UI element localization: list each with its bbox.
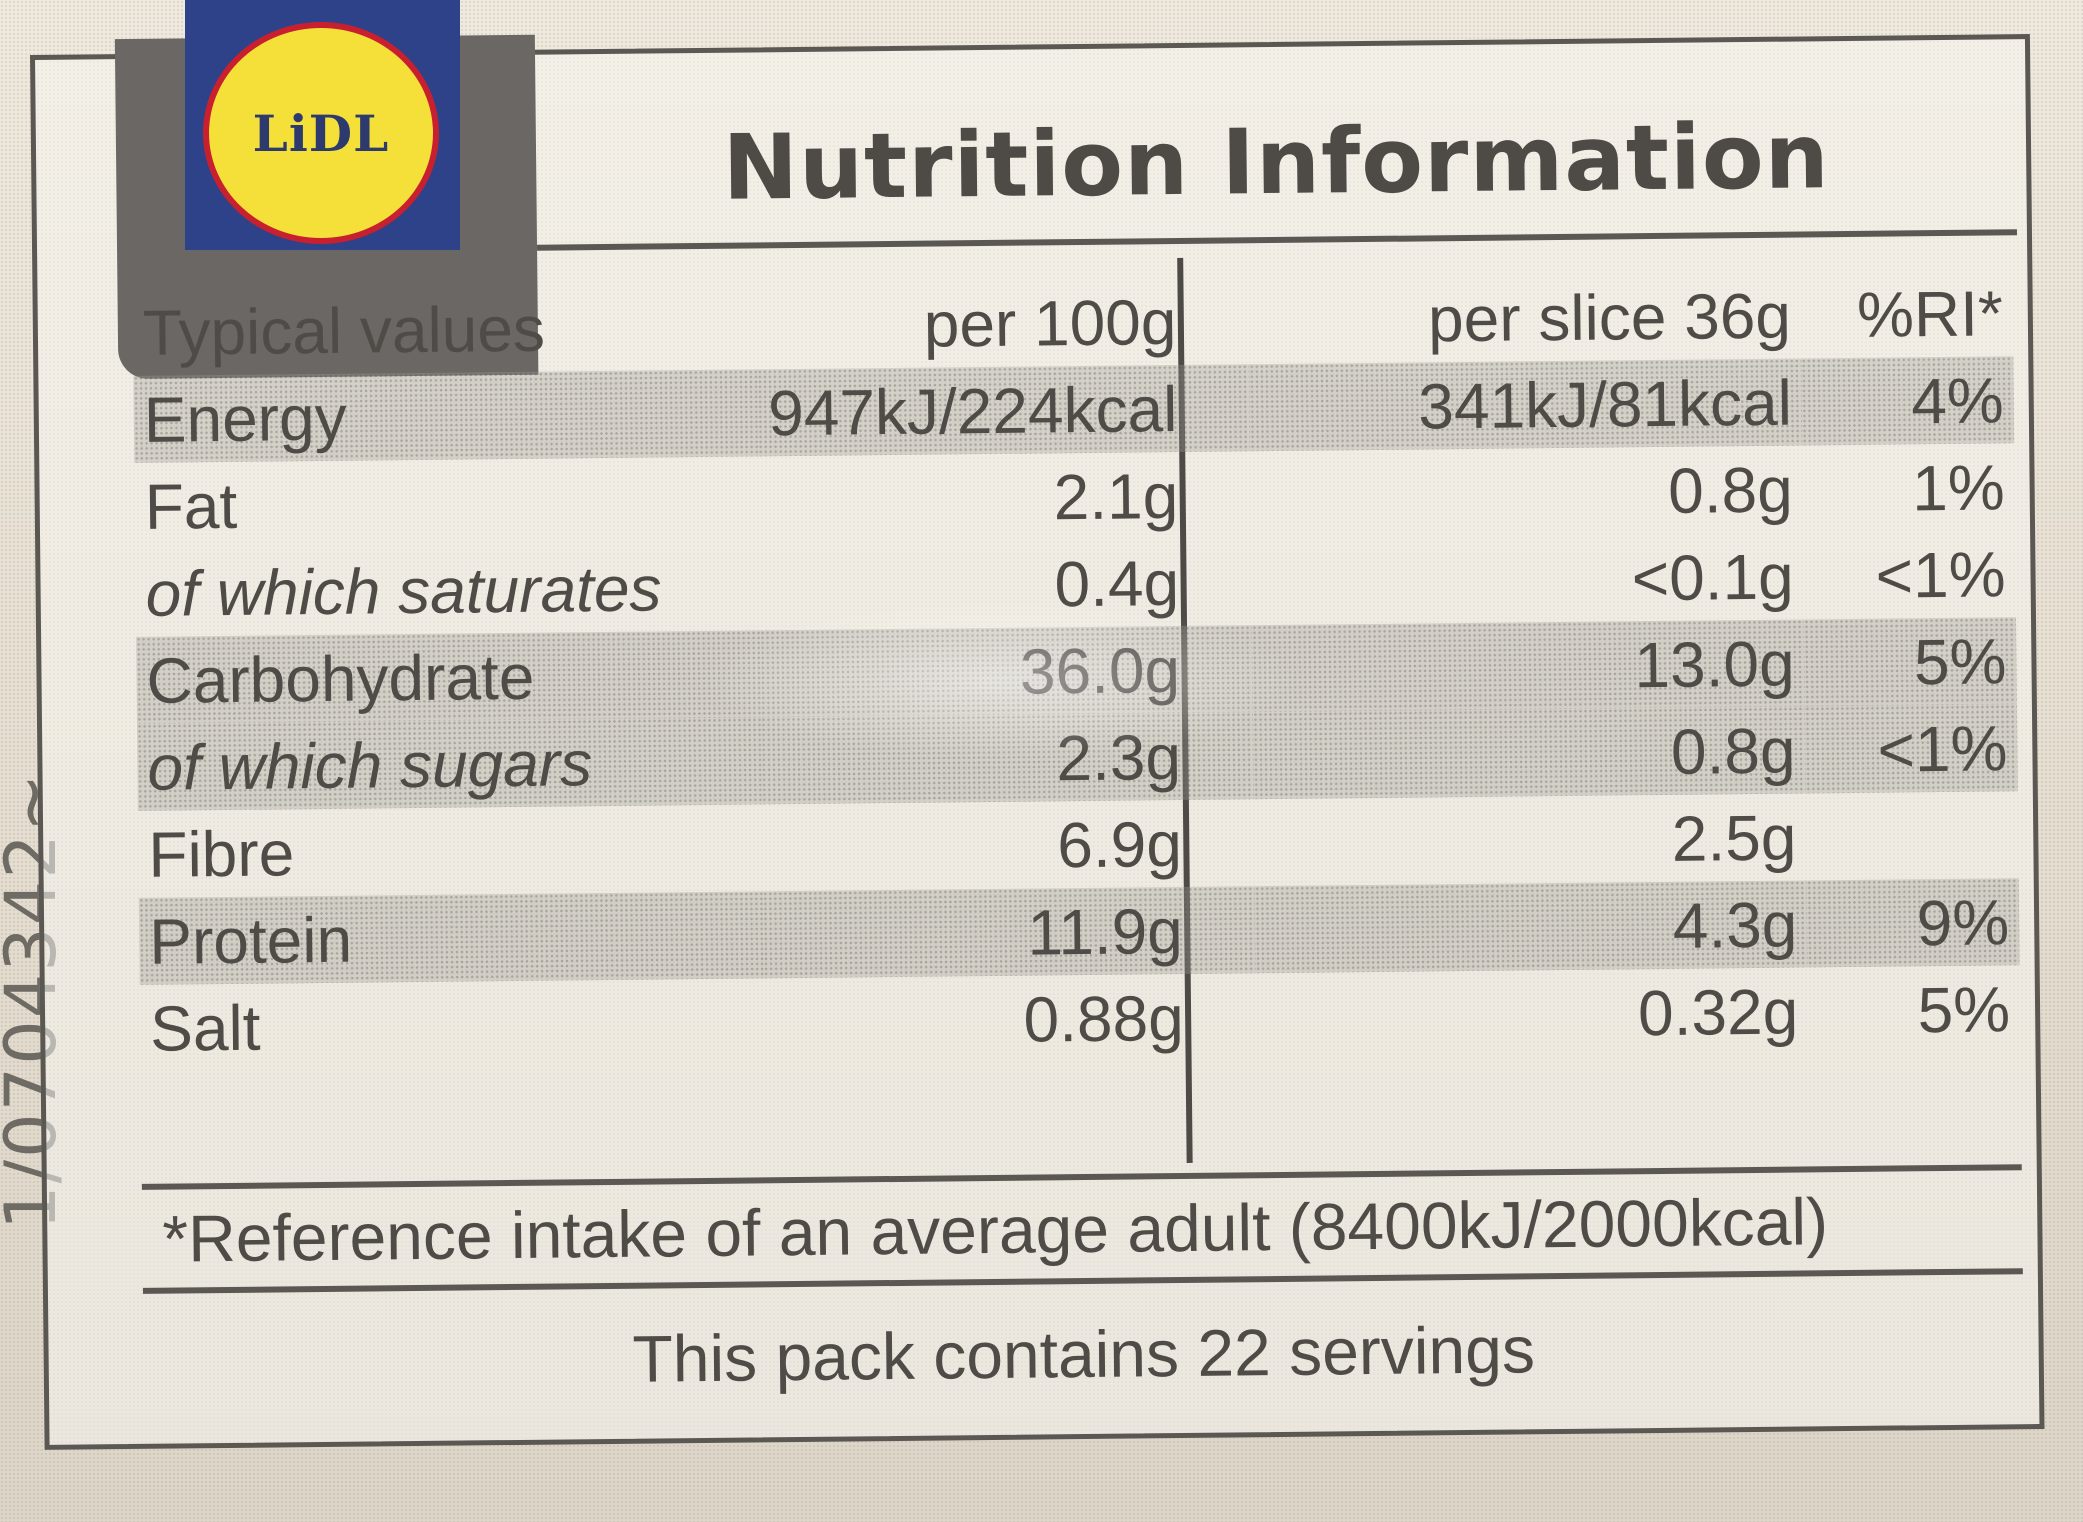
header-per-100g: per 100g xyxy=(923,285,1177,361)
label-title: Nutrition Information xyxy=(722,103,1831,221)
logo-text: LiDL xyxy=(252,103,390,163)
row-per-slice: 0.8g xyxy=(1252,706,1806,800)
row-per-slice: 2.5g xyxy=(1671,801,1797,875)
nutrition-table: Typical values per 100g per slice 36g %R… xyxy=(132,269,2020,1072)
row-per-slice: 0.32g xyxy=(1637,975,1799,1049)
row-ri: 4% xyxy=(1801,356,2015,446)
row-name: Salt xyxy=(149,991,261,1065)
header-typical-values: Typical values xyxy=(142,292,546,369)
row-per-100g: 2.1g xyxy=(1053,459,1179,533)
row-name: Protein xyxy=(138,891,765,985)
table-row: Salt 0.88g 0.32g 5% xyxy=(140,965,2021,1072)
title-bar: Nutrition Information xyxy=(535,79,2017,251)
row-per-slice: <0.1g xyxy=(1631,540,1795,614)
row-per-100g: 11.9g xyxy=(763,886,1194,979)
row-per-slice: 341kJ/81kcal xyxy=(1249,358,1803,452)
row-per-100g: 6.9g xyxy=(1056,807,1183,881)
header-ri: %RI* xyxy=(1856,276,2004,351)
row-ri: 1% xyxy=(1911,450,2006,524)
row-name: Fibre xyxy=(147,816,295,891)
row-ri: 9% xyxy=(1806,878,2020,968)
row-name: Fat xyxy=(144,469,238,543)
logo-circle: LiDL xyxy=(203,22,439,244)
row-per-100g: 36.0g xyxy=(760,625,1191,718)
row-per-100g: 0.88g xyxy=(1023,981,1185,1056)
row-per-slice: 4.3g xyxy=(1254,880,1808,974)
header-per-slice: per slice 36g xyxy=(1427,279,1792,355)
row-ri xyxy=(1806,791,2019,880)
row-per-100g: 2.3g xyxy=(761,712,1192,805)
reference-intake-footnote: *Reference intake of an average adult (8… xyxy=(141,1164,2023,1294)
row-name: Energy xyxy=(133,369,759,463)
lidl-logo: LiDL xyxy=(185,0,460,250)
row-ri: <1% xyxy=(1805,704,2018,794)
row-ri: <1% xyxy=(1875,537,2006,612)
servings-text: This pack contains 22 servings xyxy=(632,1312,1536,1396)
row-per-100g: 0.4g xyxy=(1054,546,1180,620)
row-per-slice: 0.8g xyxy=(1667,453,1794,527)
row-name: Carbohydrate xyxy=(136,630,762,724)
row-per-slice: 13.0g xyxy=(1252,619,1806,713)
row-name: of which sugars xyxy=(137,717,763,811)
row-ri: 5% xyxy=(1917,972,2011,1046)
row-name: of which saturates xyxy=(145,551,662,630)
row-per-100g: 947kJ/224kcal xyxy=(757,364,1188,457)
row-ri: 5% xyxy=(1804,617,2017,707)
